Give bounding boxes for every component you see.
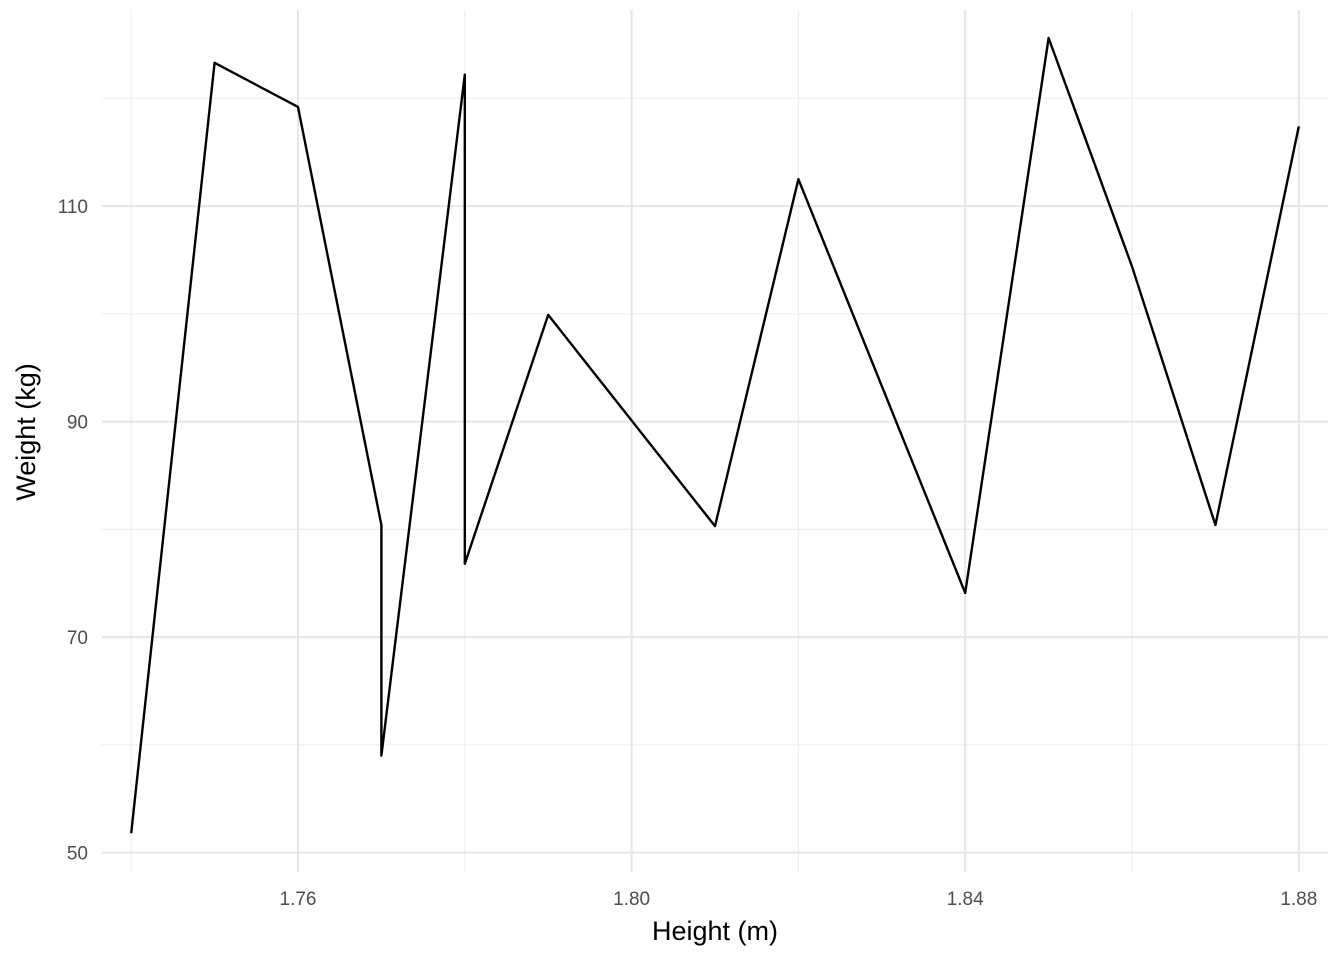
x-axis-ticks: 1.76 1.80 1.84 1.88 — [280, 889, 1318, 910]
x-tick-label: 1.80 — [613, 889, 650, 910]
x-tick-label: 1.84 — [947, 889, 984, 910]
grid — [102, 10, 1328, 872]
x-tick-label: 1.76 — [280, 889, 317, 910]
y-tick-label: 110 — [58, 197, 88, 218]
y-tick-label: 50 — [67, 844, 88, 865]
weight-height-line — [129, 36, 1300, 834]
x-axis-title: Height (m) — [652, 916, 778, 946]
x-tick-label: 1.88 — [1280, 889, 1317, 910]
y-tick-label: 70 — [67, 628, 88, 649]
series-line-group — [129, 36, 1300, 834]
y-axis-title: Weight (kg) — [11, 363, 41, 501]
y-tick-label: 90 — [67, 413, 88, 434]
y-axis-ticks: 50 70 90 110 — [58, 197, 88, 865]
